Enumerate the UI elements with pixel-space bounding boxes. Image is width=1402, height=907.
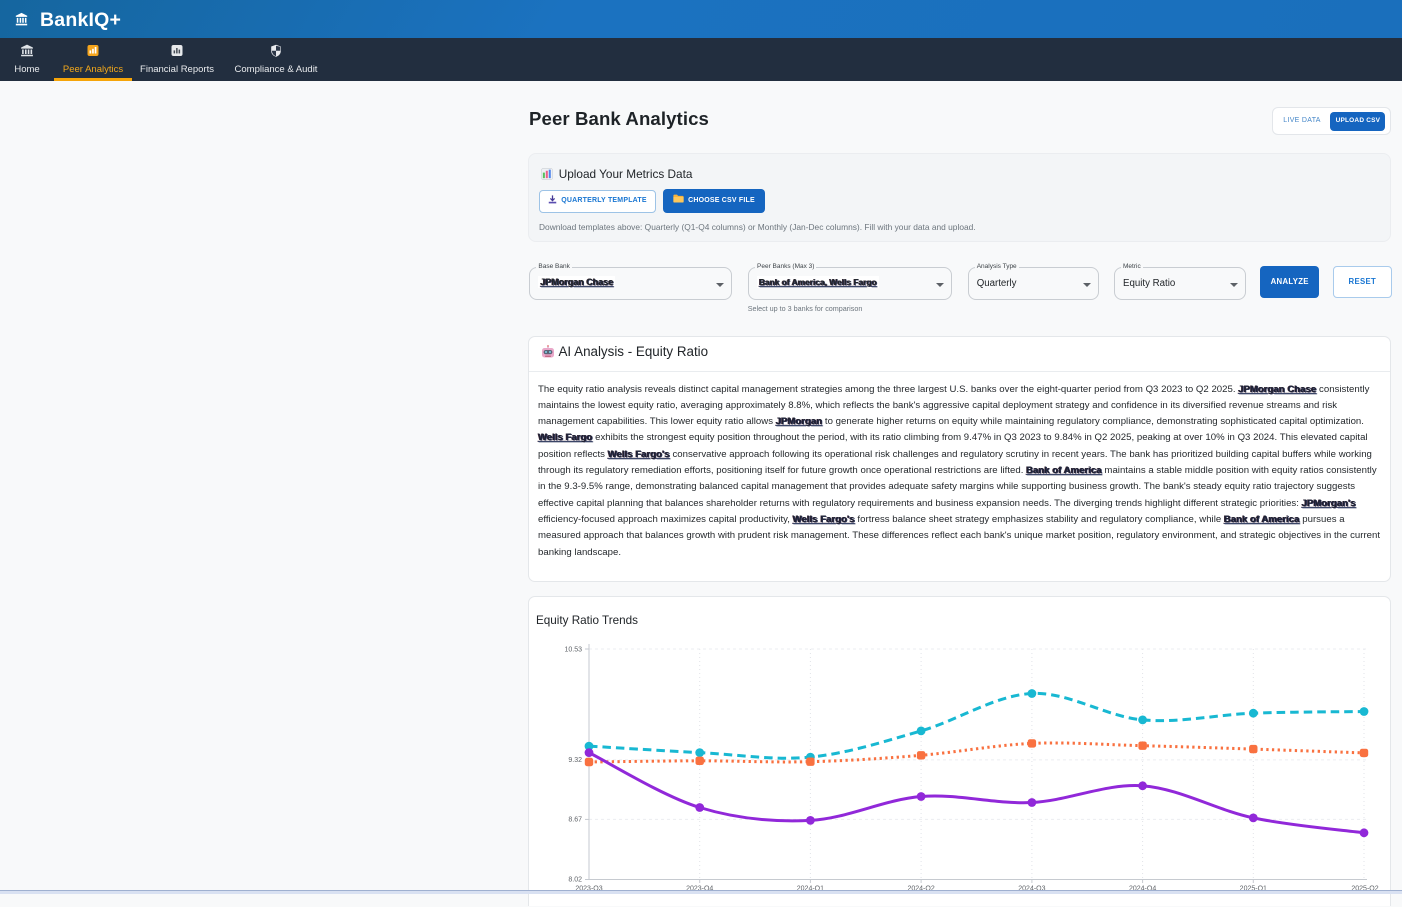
svg-text:8.67: 8.67: [568, 817, 582, 824]
svg-text:2024-Q4: 2024-Q4: [1129, 886, 1156, 893]
svg-text:9.32: 9.32: [568, 757, 582, 764]
svg-text:8.02: 8.02: [568, 876, 582, 883]
svg-text:2025-Q2: 2025-Q2: [1351, 886, 1378, 893]
svg-text:2023-Q4: 2023-Q4: [686, 886, 713, 893]
svg-text:2025-Q1: 2025-Q1: [1240, 886, 1267, 893]
svg-text:2024-Q3: 2024-Q3: [1018, 886, 1045, 893]
svg-text:2023-Q3: 2023-Q3: [575, 886, 602, 893]
svg-text:10.53: 10.53: [564, 646, 582, 653]
svg-text:2024-Q2: 2024-Q2: [907, 886, 934, 893]
svg-text:2024-Q1: 2024-Q1: [797, 886, 824, 893]
